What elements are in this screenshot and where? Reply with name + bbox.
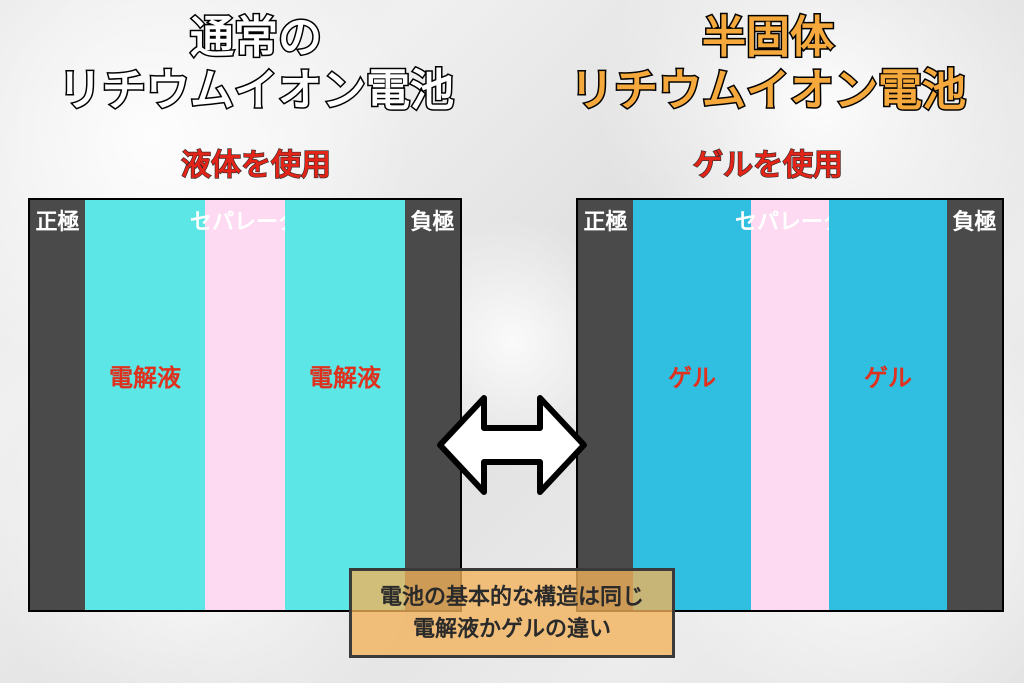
layer-negative: 負極 [947,200,1002,610]
layer-separator: セパレータ [751,200,829,610]
layer-electrolyte-2-wrap: 電解液 [285,200,405,610]
subtitle-row: 液体を使用 ゲルを使用 [0,140,1024,184]
note-box: 電池の基本的な構造は同じ 電解液かゲルの違い [349,568,675,658]
title-left-line1: 通常の [190,13,322,62]
title-right: 半固体 リチウムイオン電池 [512,12,1024,118]
title-right-text: 半固体 リチウムイオン電池 [512,12,1024,118]
subtitle-left: 液体を使用 [181,149,331,182]
double-arrow-path [440,398,584,492]
double-arrow-icon [432,380,592,515]
double-arrow-svg [432,380,592,510]
layer-electrolyte-2: 電解液 [285,200,405,610]
battery-diagram-left: 正極 電解液 セパレータ 電解液 負極 [30,200,460,610]
title-right-line1: 半固体 [702,13,834,62]
layer-separator: セパレータ [205,200,285,610]
layer-electrolyte-1-wrap: 電解液 [85,200,205,610]
layer-positive: 正極 [30,200,85,610]
layer-label-separator: セパレータ [190,204,300,236]
title-left-line2: リチウムイオン電池 [58,66,454,115]
title-right-line2: リチウムイオン電池 [570,66,966,115]
subtitle-right-col: ゲルを使用 [512,140,1024,184]
layer-label-negative: 負極 [405,204,460,236]
layer-electrolyte-1: 電解液 [85,200,205,610]
layer-electrolyte-1: ゲル [633,200,751,610]
subtitle-left-col: 液体を使用 [0,140,512,184]
note-line2: 電解液かゲルの違い [413,616,611,641]
title-left-text: 通常の リチウムイオン電池 [0,12,512,118]
layer-label-electrolyte-2: ゲル [864,358,912,393]
subtitle-right: ゲルを使用 [693,149,843,182]
title-left: 通常の リチウムイオン電池 [0,12,512,118]
layer-electrolyte-2: ゲル [829,200,947,610]
layer-label-electrolyte-1: 電解液 [109,358,181,393]
note-line1: 電池の基本的な構造は同じ [380,584,644,609]
layer-label-positive: 正極 [578,204,633,236]
layer-label-negative: 負極 [947,204,1002,236]
layer-electrolyte-1-wrap: ゲル [633,200,751,610]
layer-label-electrolyte-2: 電解液 [309,358,381,393]
title-row: 通常の リチウムイオン電池 半固体 リチウムイオン電池 [0,12,1024,118]
layer-label-electrolyte-1: ゲル [668,358,716,393]
battery-diagram-right: 正極 ゲル セパレータ ゲル 負極 [578,200,1002,610]
layer-label-positive: 正極 [30,204,85,236]
layer-electrolyte-2-wrap: ゲル [829,200,947,610]
